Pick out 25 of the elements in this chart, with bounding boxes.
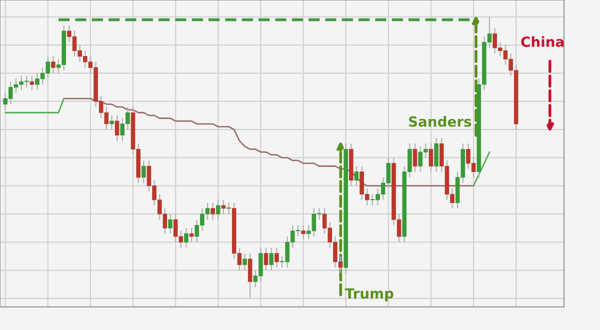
candlestick [274, 247, 279, 268]
candlestick [110, 114, 114, 130]
annotation: Trump [344, 288, 394, 302]
candlestick [210, 202, 215, 220]
candlestick [434, 137, 438, 172]
candlestick [216, 199, 220, 220]
candlestick [412, 143, 418, 172]
candlestick [189, 228, 194, 243]
candlestick [269, 247, 274, 271]
candlestick [51, 56, 56, 74]
candlestick [354, 166, 359, 186]
annotation: Sanders [409, 116, 472, 127]
candlestick [301, 224, 306, 240]
candlestick [226, 202, 231, 215]
candlestick [168, 213, 172, 234]
candlestick [248, 252, 252, 300]
candlestick [428, 143, 434, 172]
candlestick [30, 75, 34, 91]
candlestick [114, 114, 120, 142]
candlestick [264, 247, 268, 271]
text: China [521, 36, 564, 47]
candlestick [242, 252, 247, 271]
candlestick [184, 228, 188, 248]
candlestick [221, 199, 226, 215]
candlestick [142, 160, 146, 184]
